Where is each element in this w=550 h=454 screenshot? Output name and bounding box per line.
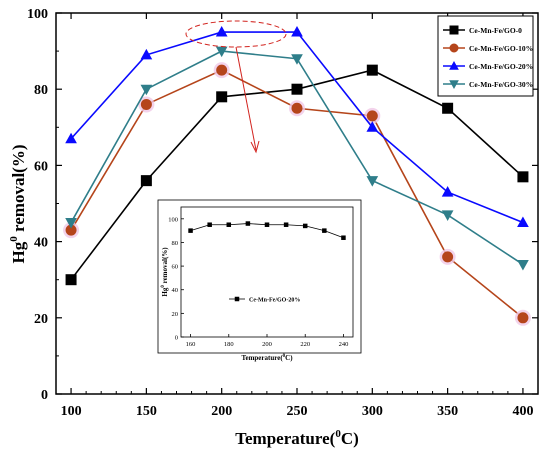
inset-y-tick-label: 0	[175, 335, 178, 342]
inset-x-tick-label: 220	[300, 341, 310, 348]
y-tick-label: 0	[41, 388, 48, 403]
inset-data-point	[322, 228, 327, 233]
inset-chart: 160 180 200 220 240 0 20 40 60 80 100 Ce-Mn-Fe/GO-…	[157, 199, 362, 362]
data-point	[517, 259, 529, 271]
x-tick-label: 150	[136, 404, 157, 419]
series-0	[65, 64, 529, 286]
inset-y-tick-label: 100	[168, 216, 178, 223]
inset-y-tick-label: 60	[172, 264, 179, 271]
data-point	[140, 48, 153, 60]
x-tick-label: 100	[61, 404, 82, 419]
data-point	[366, 110, 378, 122]
inset-x-tick-label: 240	[339, 341, 349, 348]
inset-y-axis-label: Hg0 removal(%)	[161, 247, 169, 297]
data-point	[291, 102, 303, 114]
data-point	[291, 83, 303, 95]
data-point	[65, 274, 77, 286]
data-point	[517, 312, 529, 324]
x-tick-label: 400	[512, 404, 533, 419]
legend-label: Ce-Mn-Fe/GO-10%	[469, 44, 533, 53]
legend-label: Ce-Mn-Fe/GO-30%	[469, 80, 533, 89]
inset-x-axis-label: Temperature(0C)	[241, 354, 293, 362]
legend-marker	[449, 60, 459, 70]
y-tick-label: 80	[34, 83, 48, 98]
data-point	[140, 175, 152, 187]
data-point	[441, 210, 454, 221]
inset-axis-ticks: 160 180 200 220 240 0 20 40 60 80 100	[168, 216, 348, 348]
data-point	[517, 216, 529, 228]
x-tick-label: 300	[362, 404, 383, 419]
main-x-axis-label: Temperature(0C)	[235, 428, 359, 448]
legend-marker	[449, 25, 459, 35]
inset-y-tick-label: 40	[172, 287, 179, 294]
data-point	[65, 218, 77, 229]
inset-data-point	[283, 222, 289, 227]
inset-data-point	[245, 221, 251, 226]
data-point	[517, 171, 529, 183]
data-point	[216, 64, 228, 76]
main-legend: Ce-Mn-Fe/GO-0 Ce-Mn-Fe/GO-10% Ce-Mn-Fe/GO-…	[437, 15, 534, 97]
inset-x-tick-label: 200	[262, 341, 272, 348]
legend-label: Ce-Mn-Fe/GO-20%	[469, 62, 533, 71]
inset-x-tick-label: 160	[186, 341, 196, 348]
inset-data-point	[207, 222, 212, 227]
data-point	[140, 98, 152, 110]
data-point	[215, 46, 228, 58]
inset-y-tick-label: 80	[172, 240, 179, 247]
inset-data-point	[188, 228, 193, 233]
data-point	[366, 64, 378, 76]
inset-legend-label: Ce-Mn-Fe/GO-20%	[249, 298, 300, 304]
x-tick-label: 250	[287, 404, 308, 419]
annotation-arrow-head	[250, 140, 260, 154]
inset-data-point	[226, 222, 232, 227]
inset-data-point	[264, 222, 270, 227]
legend-label: Ce-Mn-Fe/GO-0	[469, 26, 522, 35]
inset-series-group	[188, 221, 346, 240]
y-tick-label: 40	[34, 236, 48, 251]
highlight-ellipse	[185, 20, 287, 48]
y-tick-label: 20	[34, 312, 48, 327]
inset-x-tick-label: 180	[224, 341, 234, 348]
data-point	[291, 26, 303, 37]
inset-background	[157, 199, 362, 354]
data-point	[291, 54, 303, 65]
data-point	[366, 176, 379, 187]
data-point	[441, 186, 454, 197]
inset-y-tick-label: 20	[172, 311, 179, 318]
inset-legend: Ce-Mn-Fe/GO-20%	[229, 296, 300, 304]
x-tick-label: 350	[437, 404, 458, 419]
series-2	[65, 26, 529, 228]
data-point	[65, 132, 77, 144]
series-3	[65, 46, 529, 271]
x-tick-label: 200	[211, 404, 232, 419]
data-point	[442, 102, 454, 114]
data-point	[442, 251, 454, 263]
inset-data-point	[341, 235, 346, 240]
series-1	[63, 62, 531, 326]
inset-data-point	[302, 223, 308, 229]
y-tick-label: 100	[27, 7, 48, 22]
legend-marker	[449, 43, 459, 53]
inset-legend-marker	[234, 296, 240, 302]
main-y-axis-label: Hg0 removal(%)	[8, 145, 28, 264]
legend-marker	[449, 80, 459, 90]
data-point	[140, 84, 153, 96]
annotation-arrow-line	[235, 46, 257, 151]
data-point	[215, 26, 228, 37]
y-tick-label: 60	[34, 159, 48, 174]
main-series-group	[63, 26, 531, 326]
data-point	[366, 121, 379, 132]
data-point	[216, 91, 228, 103]
